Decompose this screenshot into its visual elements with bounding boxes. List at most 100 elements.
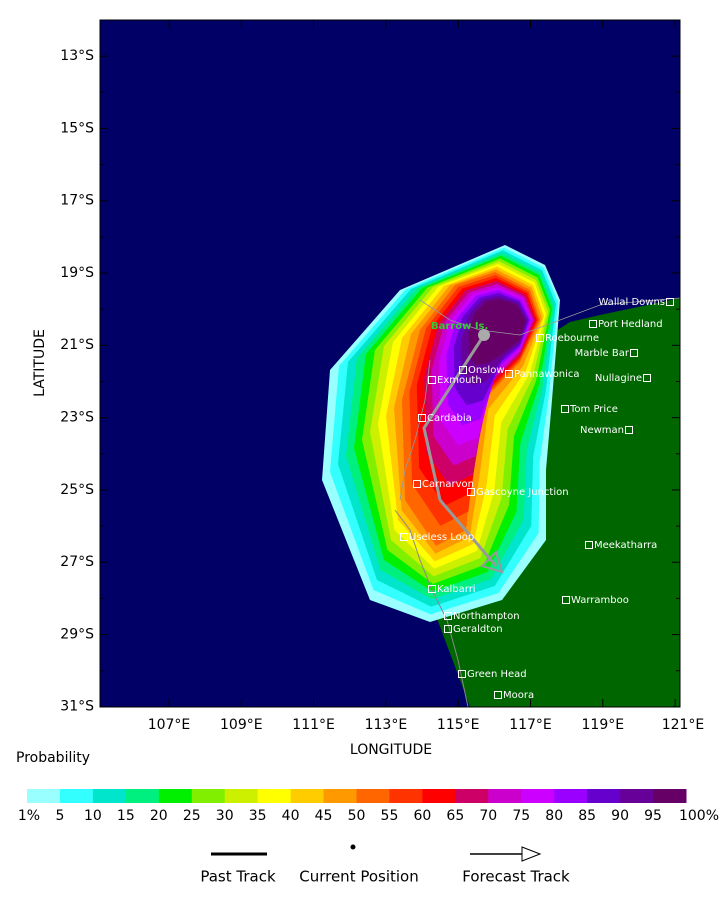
colorbar-label: 45: [315, 808, 333, 824]
x-tick-label: 109°E: [220, 717, 263, 733]
place-label: Carnarvon: [422, 479, 474, 490]
place-label: Gascoyne Junction: [476, 487, 569, 498]
colorbar-label: 35: [249, 808, 267, 824]
colorbar-swatch: [158, 789, 193, 803]
y-tick-label: 15°S: [60, 120, 94, 136]
probability-field: [322, 245, 560, 622]
forecast-track: [438, 499, 498, 567]
x-axis-label: LONGITUDE: [350, 742, 432, 758]
y-tick-label: 21°S: [60, 337, 94, 353]
y-tick-label: 31°S: [60, 699, 94, 715]
colorbar-label: 95: [644, 808, 662, 824]
place-marker: [418, 414, 426, 422]
place-label: Cardabia: [427, 413, 472, 424]
y-tick-label: 27°S: [60, 554, 94, 570]
place-marker: [428, 585, 436, 593]
place-label: Marble Bar: [575, 348, 630, 359]
y-tick-label: 17°S: [60, 193, 94, 209]
y-axis-label: LATITUDE: [32, 329, 48, 397]
place-label: Green Head: [467, 669, 527, 680]
y-tick-label: 29°S: [60, 626, 94, 642]
place-label: Roebourne: [545, 333, 599, 344]
legend-label: Past Track: [200, 868, 276, 886]
place-marker: [536, 334, 544, 342]
colorbar-swatch: [125, 789, 160, 803]
highlight-label: Barrow Is.: [431, 321, 488, 332]
place-marker: [562, 596, 570, 604]
colorbar-label: 25: [183, 808, 201, 824]
legend-label: Forecast Track: [462, 868, 570, 886]
colorbar-label: 80: [545, 808, 563, 824]
y-tick-label: 13°S: [60, 48, 94, 64]
place-marker: [505, 370, 513, 378]
colorbar-swatch: [191, 789, 226, 803]
place-marker: [561, 405, 569, 413]
colorbar-swatch: [455, 789, 489, 803]
coastline: [419, 297, 681, 336]
place-label: Newman: [580, 425, 624, 436]
colorbar-label: 90: [611, 808, 629, 824]
colorbar-swatch: [521, 789, 555, 803]
colorbar-swatch: [92, 789, 127, 803]
place-marker: [643, 374, 651, 382]
place-label: Wallal Downs: [598, 297, 665, 308]
x-tick-label: 121°E: [662, 717, 705, 733]
place-label: Kalbarri: [437, 584, 476, 595]
place-label: Tom Price: [569, 404, 618, 415]
colorbar-label: 70: [479, 808, 497, 824]
place-label: Pannawonica: [514, 369, 580, 380]
place-label: Nullagine: [595, 373, 642, 384]
place-label: Northampton: [453, 611, 520, 622]
place-label: Useless Loop: [409, 532, 474, 543]
x-tick-label: 115°E: [437, 717, 480, 733]
place-marker: [467, 488, 475, 496]
place-marker: [494, 691, 502, 699]
colorbar-swatch: [224, 789, 259, 803]
y-tick-label: 23°S: [60, 410, 94, 426]
forecast-arrow: [480, 550, 504, 574]
colorbar-label: 30: [216, 808, 234, 824]
x-tick-label: 117°E: [509, 717, 552, 733]
place-marker: [400, 533, 408, 541]
place-label: Port Hedland: [598, 319, 663, 330]
map-frame: [99, 19, 681, 708]
colorbar-swatch: [323, 789, 357, 803]
place-label: Onslow: [468, 365, 505, 376]
legend-current-position: [350, 844, 356, 850]
colorbar-swatch: [620, 789, 654, 803]
colorbar-swatch: [356, 789, 390, 803]
place-marker: [444, 612, 452, 620]
colorbar-title: Probability: [16, 750, 90, 766]
colorbar-label: 75: [512, 808, 530, 824]
colorbar-label: 100%: [679, 808, 719, 824]
colorbar-swatch: [59, 789, 94, 803]
legend-label: Current Position: [299, 868, 419, 886]
place-label: Meekatharra: [594, 540, 657, 551]
land: [430, 298, 680, 707]
colorbar-swatch: [587, 789, 621, 803]
place-label: Exmouth: [437, 375, 482, 386]
colorbar-label: 40: [282, 808, 300, 824]
place-label: Moora: [503, 690, 534, 701]
place-marker: [444, 625, 452, 633]
place-marker: [413, 480, 421, 488]
colorbar-label: 65: [446, 808, 464, 824]
colorbar-swatch: [290, 789, 325, 803]
x-tick-label: 111°E: [292, 717, 335, 733]
colorbar-label: 1%: [18, 808, 40, 824]
colorbar-label: 20: [150, 808, 168, 824]
place-marker: [625, 426, 633, 434]
place-marker: [458, 670, 466, 678]
x-tick-label: 113°E: [365, 717, 408, 733]
colorbar-label: 60: [413, 808, 431, 824]
place-marker: [666, 298, 674, 306]
colorbar-swatch: [27, 789, 61, 803]
coastline: [399, 359, 431, 501]
place-label: Warramboo: [571, 595, 629, 606]
place-marker: [585, 541, 593, 549]
colorbar-swatch: [389, 789, 423, 803]
colorbar-label: 50: [348, 808, 366, 824]
colorbar-label: 10: [84, 808, 102, 824]
place-label: Geraldton: [453, 624, 503, 635]
